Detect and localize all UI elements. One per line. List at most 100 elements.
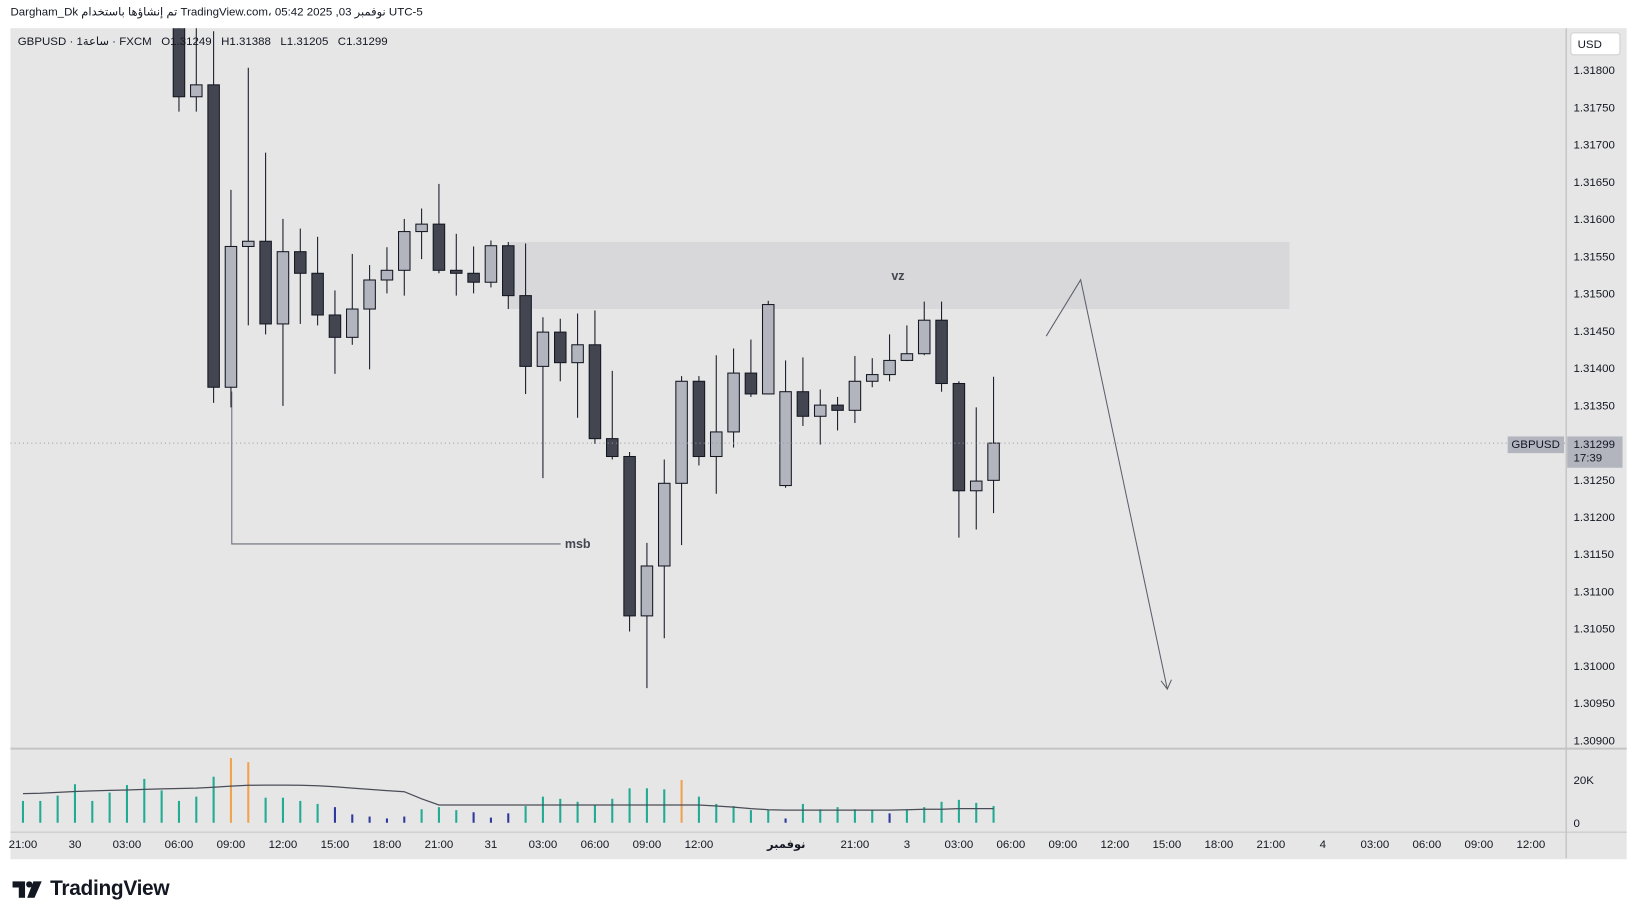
candle-body [865, 374, 879, 382]
candle-body [450, 269, 463, 274]
time-label: 4 [1320, 839, 1327, 851]
bar-countdown: 17:39 [1573, 452, 1603, 465]
candle-body [259, 240, 272, 325]
candle [675, 376, 688, 546]
tradingview-logo[interactable]: TradingView [12, 877, 170, 901]
candle [813, 389, 827, 445]
candle [657, 459, 671, 639]
time-label: نوفمبر [766, 839, 806, 851]
candle-body [294, 251, 307, 274]
candle [276, 218, 290, 406]
price-tick: 1.31100 [1573, 586, 1614, 598]
price-tick: 1.31700 [1573, 140, 1614, 152]
candle-body [952, 382, 966, 492]
candle-body [502, 245, 515, 297]
candle [987, 376, 1000, 514]
candle [709, 355, 723, 494]
chart-pane[interactable] [10, 28, 1627, 860]
time-label: 06:00 [581, 839, 610, 851]
candle [744, 339, 758, 397]
candle [502, 242, 515, 310]
candle-body [328, 314, 342, 338]
candle-body [692, 380, 706, 458]
candle-body [380, 269, 394, 281]
candle [571, 313, 584, 418]
candle-body [900, 353, 914, 361]
price-tick: 1.31650 [1573, 177, 1614, 189]
time-label: 31 [485, 839, 498, 851]
candle [467, 246, 480, 294]
time-label: 12:00 [685, 839, 714, 851]
candle-body [398, 231, 411, 271]
candle-body [779, 391, 792, 487]
candle [623, 452, 636, 632]
time-label: 06:00 [1413, 839, 1442, 851]
price-tick: 1.31000 [1573, 661, 1614, 673]
current-price-tag: 1.31299 17:39 [1567, 436, 1623, 468]
time-label: 21:00 [1257, 839, 1286, 851]
candle [207, 31, 220, 403]
price-tick: 1.30950 [1573, 698, 1614, 710]
candle-body [571, 344, 584, 364]
candle [450, 233, 463, 296]
volume-tick: 20K [1573, 775, 1594, 787]
price-tick: 1.31250 [1573, 475, 1614, 487]
supply-zone [508, 242, 1290, 310]
time-label: 15:00 [321, 839, 350, 851]
candle-body [813, 404, 827, 417]
time-label: 30 [69, 839, 82, 851]
candle [294, 228, 307, 324]
candle-body [519, 295, 532, 367]
candle-body [917, 319, 931, 355]
candle [605, 370, 619, 460]
candle [865, 358, 879, 388]
time-label: 03:00 [1361, 839, 1390, 851]
candle-body [588, 344, 602, 440]
time-label: 03:00 [113, 839, 142, 851]
candle-body [207, 84, 220, 388]
snapshot-header: Dargham_Dk تم إنشاؤها باستخدام TradingVi… [10, 6, 423, 19]
price-tick: 1.31400 [1573, 363, 1614, 375]
main-plot: vz msb [172, 28, 1290, 689]
candle [536, 317, 550, 479]
current-price: 1.31299 [1573, 438, 1615, 452]
msb-label: msb [565, 537, 591, 551]
candle [190, 28, 203, 112]
candle-body [276, 251, 290, 325]
time-label: 06:00 [165, 839, 194, 851]
candle [328, 290, 342, 374]
time-label: 03:00 [529, 839, 558, 851]
legend-symbol[interactable]: GBPUSD · 1ساعة · FXCM [17, 35, 152, 49]
candle-body [675, 380, 688, 484]
time-label: 3 [904, 839, 910, 851]
candle [432, 183, 446, 274]
candle-body [969, 480, 983, 492]
price-tick: 1.31800 [1573, 65, 1614, 77]
candle [346, 253, 359, 345]
candle [883, 334, 896, 382]
candle-body [484, 245, 498, 283]
candle-body [744, 372, 758, 395]
candle-body [467, 272, 480, 283]
msb-line [231, 391, 561, 545]
time-label: 18:00 [1205, 839, 1234, 851]
candle-body [363, 279, 376, 310]
price-tick: 1.31350 [1573, 400, 1614, 412]
candle [172, 28, 186, 112]
candle [519, 243, 532, 394]
time-label: 12:00 [1101, 839, 1130, 851]
time-label: 09:00 [633, 839, 662, 851]
candle [831, 396, 844, 431]
volume-tick: 0 [1573, 818, 1579, 830]
candle-body [346, 308, 359, 338]
price-tick: 1.31050 [1573, 624, 1614, 636]
logo-text: TradingView [50, 877, 170, 901]
candle [242, 67, 255, 326]
candle [935, 301, 948, 392]
candle-body [709, 431, 723, 458]
candle-body [190, 84, 203, 98]
time-label: 12:00 [269, 839, 298, 851]
currency-button[interactable]: USD [1570, 32, 1621, 56]
